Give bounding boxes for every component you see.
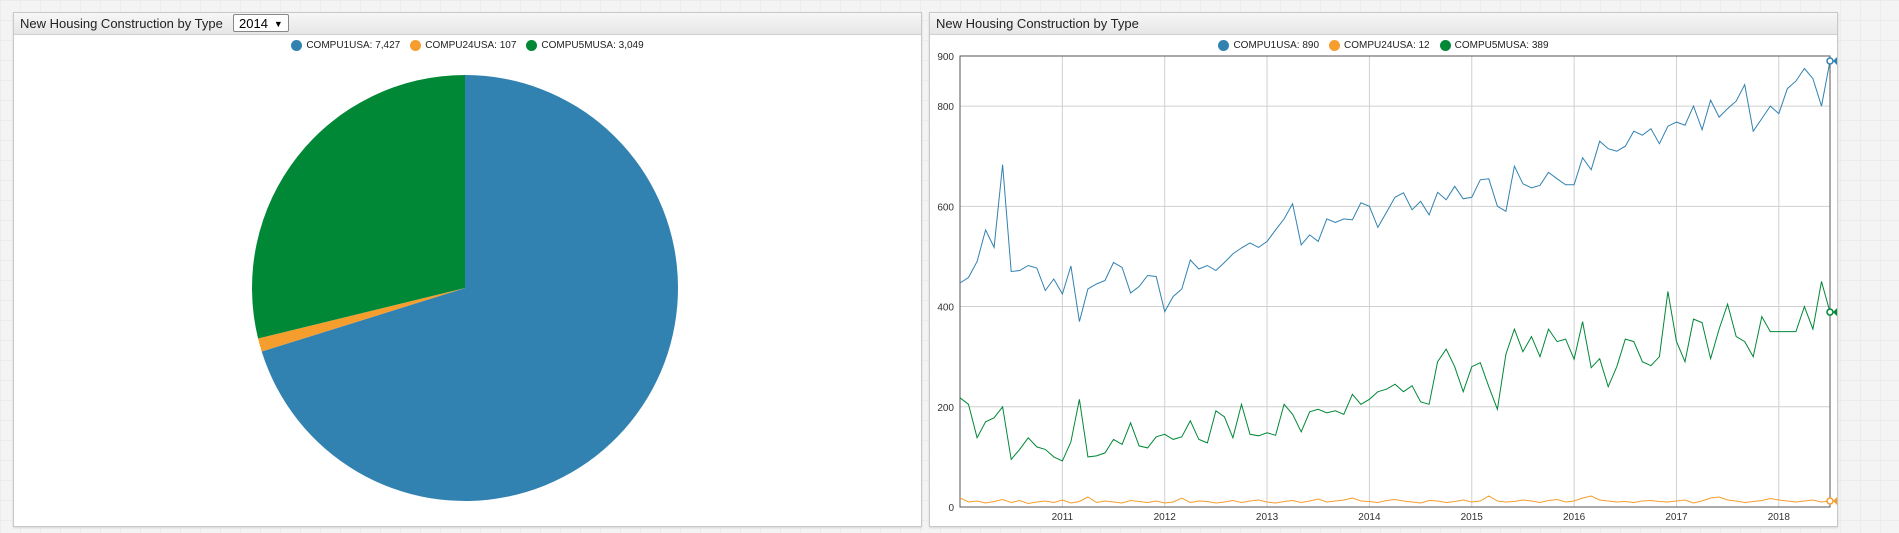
legend-label: COMPU5MUSA: 389 — [1454, 39, 1549, 51]
series-line-compu24usa[interactable] — [959, 495, 1831, 505]
year-select-value: 2014 — [239, 16, 268, 31]
end-marker-compu1usa — [1826, 57, 1834, 65]
pie-panel: New Housing Construction by Type 2014 ▼ C… — [13, 12, 922, 527]
line-panel-header: New Housing Construction by Type — [930, 13, 1837, 35]
line-legend-item-compu1[interactable]: COMPU1USA: 890 — [1218, 39, 1320, 51]
end-marker-compu5musa — [1826, 308, 1834, 316]
pie-slice-compu5musa[interactable] — [251, 75, 465, 339]
line-panel: New Housing Construction by Type COMPU1U… — [929, 12, 1838, 527]
line-panel-title: New Housing Construction by Type — [936, 16, 1139, 31]
legend-label: COMPU24USA: 107 — [425, 39, 517, 51]
line-legend: COMPU1USA: 890 COMPU24USA: 12 COMPU5MUSA… — [930, 37, 1837, 53]
pie-legend-item-compu5m[interactable]: COMPU5MUSA: 3,049 — [526, 39, 644, 51]
y-tick-label: 900 — [937, 52, 954, 63]
pie-legend: COMPU1USA: 7,427 COMPU24USA: 107 COMPU5M… — [14, 37, 921, 53]
legend-swatch-icon — [1218, 39, 1230, 51]
legend-swatch-icon — [1329, 39, 1341, 51]
y-tick-label: 200 — [937, 403, 954, 414]
pie-panel-title: New Housing Construction by Type — [20, 16, 223, 31]
end-marker-compu24usa — [1826, 497, 1834, 505]
y-tick-label: 0 — [948, 503, 954, 514]
legend-label: COMPU24USA: 12 — [1344, 39, 1430, 51]
x-tick-label: 2015 — [1461, 512, 1484, 523]
y-tick-label: 400 — [937, 303, 954, 314]
series-line-compu5musa[interactable] — [959, 281, 1831, 462]
x-tick-label: 2017 — [1665, 512, 1688, 523]
pie-panel-header: New Housing Construction by Type 2014 ▼ — [14, 13, 921, 35]
x-tick-label: 2014 — [1358, 512, 1381, 523]
x-tick-label: 2013 — [1256, 512, 1279, 523]
legend-label: COMPU1USA: 890 — [1233, 39, 1320, 51]
y-tick-label: 600 — [937, 202, 954, 213]
pie-slice-compu1usa[interactable] — [261, 75, 678, 501]
legend-swatch-icon — [291, 39, 303, 51]
legend-swatch-icon — [526, 39, 538, 51]
y-tick-label: 800 — [937, 102, 954, 113]
value-flag-compu1usa — [1833, 57, 1837, 66]
pie-slice-compu24usa[interactable] — [258, 288, 465, 352]
legend-swatch-icon — [410, 39, 422, 51]
legend-swatch-icon — [1439, 39, 1451, 51]
x-tick-label: 2018 — [1768, 512, 1791, 523]
pie-legend-item-compu24[interactable]: COMPU24USA: 107 — [410, 39, 517, 51]
year-select[interactable]: 2014 ▼ — [233, 14, 289, 32]
legend-label: COMPU1USA: 7,427 — [306, 39, 401, 51]
line-legend-item-compu5m[interactable]: COMPU5MUSA: 389 — [1439, 39, 1549, 51]
plot-frame — [959, 55, 1831, 508]
dropdown-arrow-icon: ▼ — [273, 19, 283, 29]
line-legend-item-compu24[interactable]: COMPU24USA: 12 — [1329, 39, 1430, 51]
value-flag-compu5musa — [1833, 308, 1837, 317]
x-tick-label: 2011 — [1052, 512, 1074, 523]
pie-chart — [251, 75, 678, 501]
legend-label: COMPU5MUSA: 3,049 — [541, 39, 644, 51]
x-tick-label: 2012 — [1154, 512, 1177, 523]
x-tick-label: 2016 — [1563, 512, 1586, 523]
series-line-compu1usa[interactable] — [959, 60, 1831, 322]
line-chart: 0 200 400 600 800 900 2011 2012 2013 2014 2015 2016… — [937, 52, 1837, 523]
value-flag-compu24usa — [1833, 496, 1837, 505]
pie-legend-item-compu1[interactable]: COMPU1USA: 7,427 — [291, 39, 401, 51]
